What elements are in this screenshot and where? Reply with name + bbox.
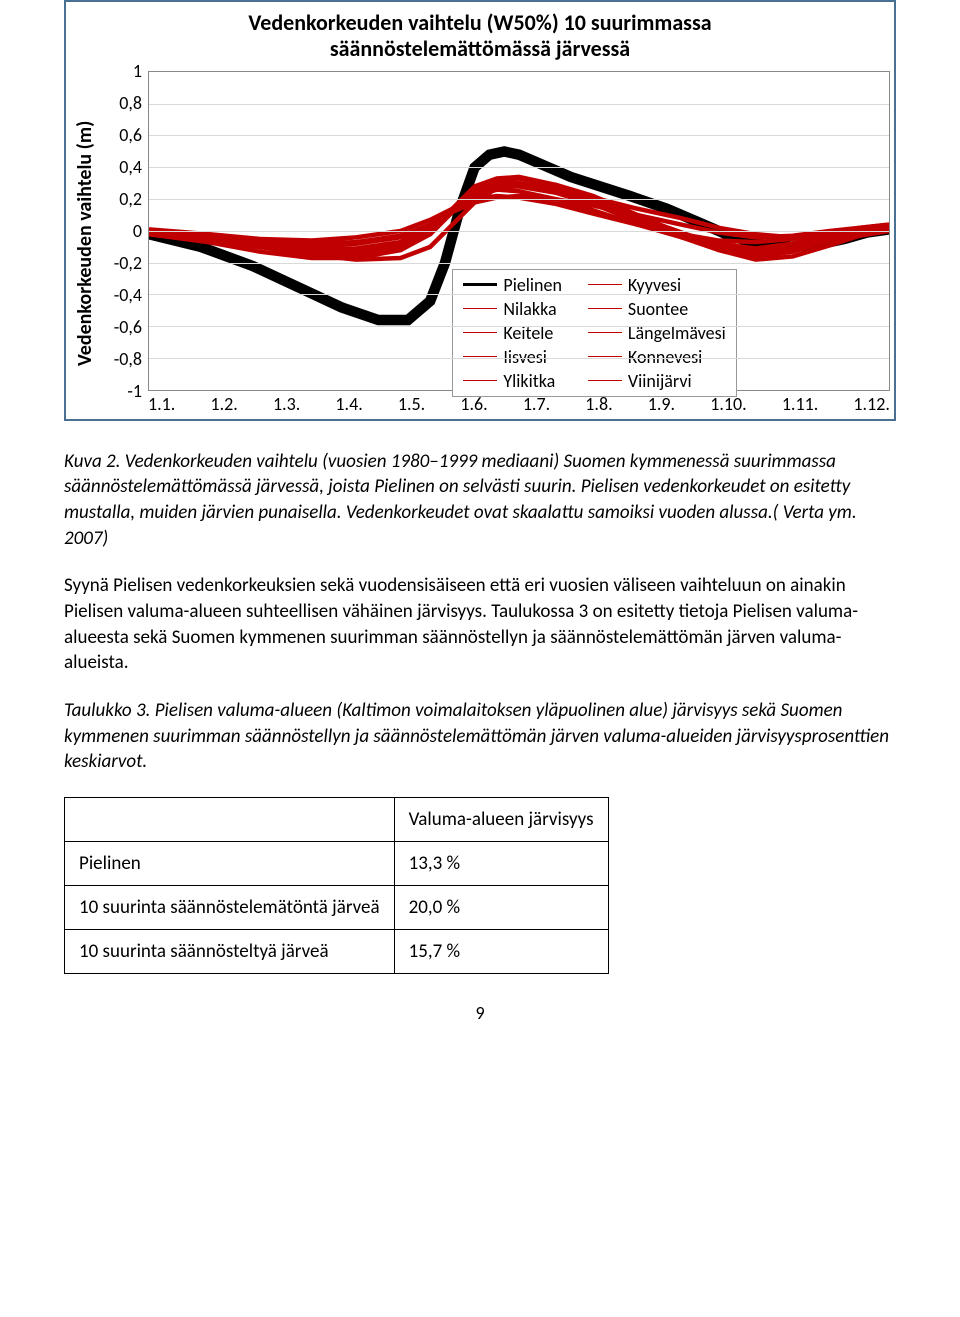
figure-caption-text: Vedenkorkeuden vaihtelu (vuosien 1980–19…: [64, 450, 857, 550]
series-langelmavesi: [149, 196, 889, 244]
legend-item: Iisvesi: [463, 346, 562, 368]
x-tick-label: 1.12.: [853, 393, 889, 415]
body-paragraph: Syynä Pielisen vedenkorkeuksien sekä vuo…: [64, 573, 896, 676]
x-tick-label: 1.5.: [398, 393, 425, 415]
legend-item: Ylikitka: [463, 370, 562, 392]
y-ticks: 10,80,60,40,20-0,2-0,4-0,6-0,8-1: [100, 71, 148, 391]
x-tick-label: 1.2.: [210, 393, 237, 415]
x-tick-label: 1.1.: [148, 393, 175, 415]
legend-item: Viinijärvi: [588, 370, 726, 392]
table-caption-label: Taulukko 3.: [64, 699, 150, 722]
legend-label: Iisvesi: [503, 346, 547, 368]
legend-label: Viinijärvi: [628, 370, 692, 392]
legend-item: Suontee: [588, 298, 726, 320]
legend-label: Nilakka: [503, 298, 556, 320]
x-tick-label: 1.3.: [273, 393, 300, 415]
table-row: Pielinen 13,3 %: [65, 841, 609, 885]
page-number: 9: [64, 1002, 896, 1024]
table-caption-text: Pielisen valuma-alueen (Kaltimon voimala…: [64, 699, 889, 773]
chart-title: Vedenkorkeuden vaihtelu (W50%) 10 suurim…: [70, 6, 890, 71]
table-row: 10 suurinta säännösteltyä järveä 15,7 %: [65, 929, 609, 973]
table-row: 10 suurinta säännöstelemätöntä järveä 20…: [65, 885, 609, 929]
legend-item: Kyyvesi: [588, 274, 726, 296]
legend-label: Ylikitka: [503, 370, 555, 392]
figure-caption: Kuva 2. Vedenkorkeuden vaihtelu (vuosien…: [64, 449, 896, 552]
x-tick-label: 1.11.: [782, 393, 818, 415]
legend-label: Suontee: [628, 298, 688, 320]
table-header-empty: [65, 797, 395, 841]
table-header-col2: Valuma-alueen järvisyys: [394, 797, 608, 841]
table-caption: Taulukko 3. Pielisen valuma-alueen (Kalt…: [64, 698, 896, 775]
table-row: Valuma-alueen järvisyys: [65, 797, 609, 841]
legend-label: Konnevesi: [628, 346, 702, 368]
x-tick-label: 1.4.: [335, 393, 362, 415]
legend-label: Pielinen: [503, 274, 562, 296]
data-table: Valuma-alueen järvisyys Pielinen 13,3 % …: [64, 797, 609, 974]
chart-legend: PielinenNilakkaKeiteleIisvesiYlikitkaKyy…: [452, 269, 736, 397]
y-axis-label: Vedenkorkeuden vaihtelu (m): [70, 71, 100, 415]
plot-area: PielinenNilakkaKeiteleIisvesiYlikitkaKyy…: [148, 71, 890, 391]
legend-label: Kyyvesi: [628, 274, 681, 296]
legend-item: Pielinen: [463, 274, 562, 296]
figure-caption-label: Kuva 2.: [64, 450, 120, 473]
chart-frame: Vedenkorkeuden vaihtelu (W50%) 10 suurim…: [64, 0, 896, 421]
legend-item: Konnevesi: [588, 346, 726, 368]
legend-item: Nilakka: [463, 298, 562, 320]
